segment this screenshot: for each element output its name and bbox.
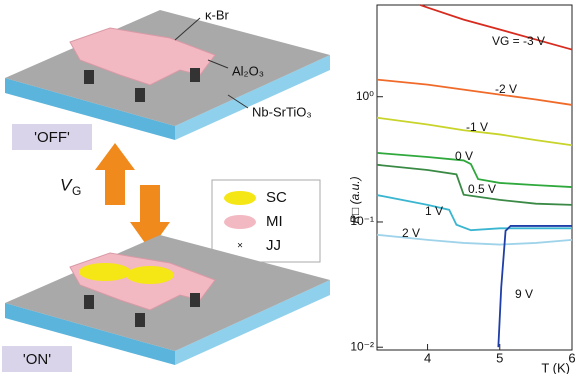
electrode <box>135 313 145 327</box>
on-label: 'ON' <box>23 351 51 368</box>
legend-swatch <box>224 191 256 205</box>
electrode <box>84 70 94 84</box>
off-device: κ-Br Al₂O₃ Nb-SrTiO₃ 'OFF' <box>5 7 330 150</box>
electrode <box>190 293 200 307</box>
x-tick-label: 4 <box>424 350 431 365</box>
series-label: VG = -3 V <box>492 34 545 48</box>
legend-label: JJ <box>266 237 281 254</box>
dielectric-label: Al₂O₃ <box>232 63 264 78</box>
electrode <box>135 88 145 102</box>
figure: κ-Br Al₂O₃ Nb-SrTiO₃ 'OFF' V G × SC MI J… <box>0 0 577 374</box>
y-tick-label: 10⁻¹ <box>350 214 374 228</box>
series-label: 1 V <box>425 204 443 218</box>
legend-swatch <box>224 215 256 229</box>
off-label: 'OFF' <box>34 129 70 146</box>
electrode <box>190 68 200 82</box>
legend-label: MI <box>266 213 283 230</box>
series-line <box>377 195 572 230</box>
series-label: 0.5 V <box>468 182 496 196</box>
y-tick-label: 10⁻² <box>350 339 374 353</box>
flake-label: κ-Br <box>205 7 230 22</box>
plot-frame <box>377 5 572 350</box>
legend-label: SC <box>266 189 287 206</box>
series-line <box>377 80 572 105</box>
series-label: 9 V <box>515 287 533 301</box>
series-label: -2 V <box>495 82 517 96</box>
y-tick-label: 10⁰ <box>356 89 374 103</box>
series-label: -1 V <box>466 120 488 134</box>
sc-region <box>126 266 174 284</box>
x-tick-label: 6 <box>568 350 575 365</box>
gate-label-sub: G <box>72 184 81 198</box>
series-label: 0 V <box>455 149 473 163</box>
x-axis-label: T (K) <box>541 360 570 374</box>
electrode <box>84 295 94 309</box>
x-tick-label: 5 <box>496 350 503 365</box>
legend: × SC MI JJ <box>212 180 320 262</box>
substrate-label: Nb-SrTiO₃ <box>252 104 312 119</box>
legend-swatch: × <box>237 241 243 252</box>
arrow-up <box>95 143 135 205</box>
series-label: 2 V <box>402 226 420 240</box>
sc-region <box>79 263 131 281</box>
